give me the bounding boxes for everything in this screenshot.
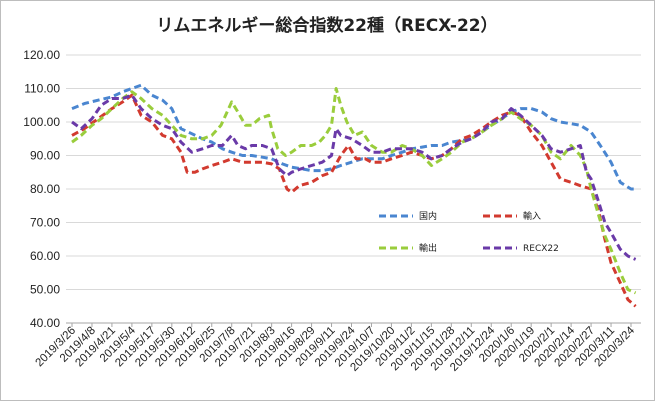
x-axis-ticks: 2019/3/262019/4/82019/4/212019/5/42019/5… — [33, 323, 638, 374]
legend-label: RECX22 — [523, 244, 559, 254]
y-tick-label: 90.00 — [30, 149, 60, 163]
y-axis-ticks: 40.00 50.00 60.00 70.00 80.00 90.00 100.00 110.… — [23, 48, 60, 330]
y-tick-label: 110.00 — [24, 82, 60, 96]
y-tick-label: 70.00 — [30, 216, 60, 230]
legend-label: 輸出 — [419, 242, 437, 254]
y-tick-label: 80.00 — [30, 182, 60, 196]
y-tick-label: 120.00 — [23, 48, 60, 62]
y-tick-label: 40.00 — [30, 316, 60, 330]
grid-lines — [66, 54, 641, 290]
chart-title: リムエネルギー総合指数22種（RECX-22） — [156, 15, 497, 36]
y-tick-label: 100.00 — [23, 115, 60, 129]
series-lines — [71, 83, 637, 308]
legend-label: 国内 — [419, 210, 437, 222]
y-tick-label: 50.00 — [30, 283, 60, 297]
y-tick-label: 60.00 — [30, 249, 60, 263]
series-line-国内 — [71, 83, 636, 191]
series-line-輸入 — [71, 93, 637, 308]
series-line-RECX22 — [71, 93, 637, 261]
legend-label: 輸入 — [523, 210, 541, 222]
series-line-輸出 — [71, 87, 637, 295]
